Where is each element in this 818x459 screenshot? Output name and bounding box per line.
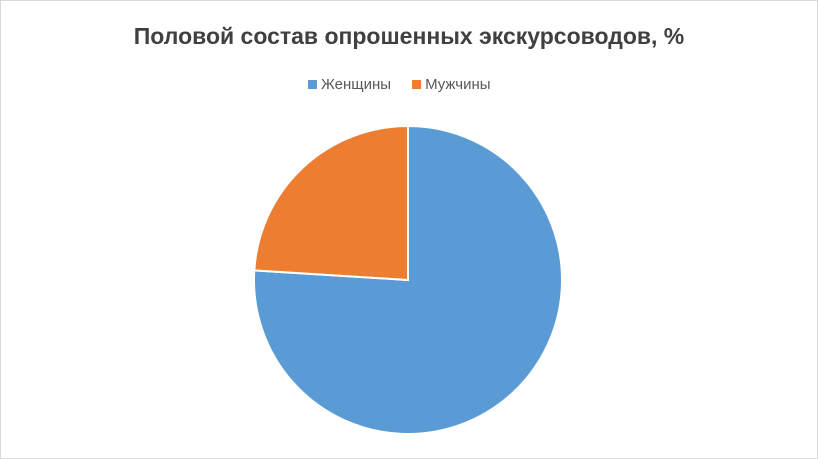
legend-label: Мужчины [425, 76, 490, 93]
pie-slice [253, 124, 409, 282]
pie-slice [253, 124, 563, 435]
legend-swatch [412, 80, 422, 89]
chart-title: Половой состав опрошенных экскурсоводов,… [134, 23, 685, 49]
legend-swatch [308, 80, 317, 89]
legend-label: Женщины [321, 76, 391, 93]
